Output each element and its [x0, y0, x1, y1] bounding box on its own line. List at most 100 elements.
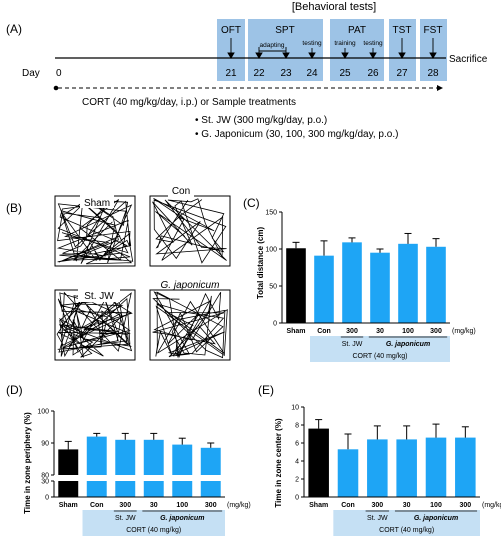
panel-c-bar	[426, 246, 446, 323]
panel-e-y-tick-label: 6	[295, 441, 299, 448]
bullet-1-text: St. JW (300 mg/kg/day, p.o.)	[201, 115, 327, 126]
test-name-spt: SPT	[275, 25, 294, 36]
panel-c-x-label: 30	[376, 328, 384, 335]
panel-e-x-label: 30	[403, 502, 411, 509]
panel-e-bar	[455, 437, 476, 497]
day-23-label: 23	[280, 68, 292, 79]
panel-c-ylabel: Total distance (cm)	[256, 227, 265, 300]
panel-e-x-label: 100	[430, 502, 442, 509]
panel-d-gjap-label: G. japonicum	[160, 515, 204, 522]
spt-adapting-label: adapting	[260, 42, 285, 49]
panel-e-y-tick-label: 8	[295, 423, 299, 430]
panel-d-bar	[58, 449, 79, 475]
panel-e-bar	[308, 428, 329, 497]
panel-c-gjap-label: G. japonicum	[386, 341, 430, 348]
track-path-gjap	[152, 291, 228, 359]
panel-c-bar	[342, 242, 362, 323]
sacrifice-label: Sacrifice	[449, 54, 488, 65]
test-box-spt	[248, 19, 323, 81]
panel-d-bar	[115, 439, 136, 475]
panel-e-x-label: 300	[459, 502, 471, 509]
panel-e-x-label: Con	[341, 502, 355, 509]
panel-d-stjw-label: St. JW	[115, 515, 136, 522]
panel-d-cort-band	[82, 510, 225, 536]
panel-c-x-label: 300	[346, 328, 358, 335]
panel-c-bar	[314, 255, 334, 323]
panel-e-x-label: 300	[371, 502, 383, 509]
panel-d-bar-lower	[172, 481, 193, 497]
panel-e-y-tick-label: 2	[295, 477, 299, 484]
panel-d-bar	[143, 439, 164, 475]
day-26-label: 26	[367, 68, 379, 79]
panel-e-y-tick-label: 10	[291, 405, 299, 412]
panel-e-bar	[367, 439, 388, 497]
track-label-stjw: St. JW	[84, 291, 114, 302]
panel-d-bar-lower	[86, 481, 107, 497]
panel-d-label: (D)	[6, 383, 23, 397]
panel-c-x-unit: (mg/kg)	[452, 328, 476, 335]
bullet-2-text: G. Japonicum (30, 100, 300 mg/kg/day, p.…	[201, 129, 398, 140]
panel-d-y-tick-label: 100	[37, 409, 49, 416]
bullet-1: • St. JW (300 mg/kg/day, p.o.)	[195, 115, 327, 126]
panel-d-y-tick-label: 90	[41, 441, 49, 448]
panel-d-bar-lower	[200, 481, 221, 497]
panel-d-bar-lower	[143, 481, 164, 497]
panel-d-ylabel: Time in zone periphery (%)	[23, 412, 32, 514]
panel-c-y-tick-label: 150	[265, 210, 277, 217]
panel-d-y-tick-label: 80	[41, 473, 49, 480]
panel-d-x-label: 100	[176, 502, 188, 509]
spt-testing-label: testing	[302, 40, 322, 47]
panel-e-ylabel: Time in zone center (%)	[274, 418, 283, 508]
panel-e-y-tick-label: 0	[295, 495, 299, 502]
track-label-con: Con	[172, 186, 190, 197]
day-27-label: 27	[396, 68, 408, 79]
panel-e-y-tick-label: 4	[295, 459, 299, 466]
panel-d-bar-lower	[115, 481, 136, 497]
panel-e-stjw-label: St. JW	[367, 515, 388, 522]
panel-c-bar	[286, 248, 306, 323]
panel-c-cort-label: CORT (40 mg/kg)	[353, 353, 408, 360]
track-paths	[56, 198, 228, 359]
panel-e-x-label: Sham	[309, 502, 328, 509]
panel-d-x-label: 30	[150, 502, 158, 509]
bullet-2: • G. Japonicum (30, 100, 300 mg/kg/day, …	[195, 129, 398, 140]
day-22-label: 22	[253, 68, 265, 79]
panel-e-cort-band	[333, 510, 480, 536]
panel-d-y-tick-label: 0	[45, 495, 49, 502]
panel-b-tracks: (B) Sham Con St. JW G. japonicum	[6, 184, 231, 361]
panel-e-label: (E)	[258, 383, 274, 397]
panel-d-bar	[172, 444, 193, 475]
test-box-tst	[389, 19, 416, 81]
panel-c-label: (C)	[243, 196, 260, 210]
panel-d-y-tick-label: 30	[41, 479, 49, 486]
panel-c-y-tick-label: 100	[265, 247, 277, 254]
track-label-bg-sham	[80, 195, 114, 208]
treatment-arrowhead	[437, 85, 443, 91]
test-name-fst: FST	[424, 25, 443, 36]
day-0-label: 0	[56, 68, 62, 79]
panel-d-bar-lower	[58, 481, 79, 497]
test-name-oft: OFT	[221, 25, 241, 36]
panel-e-gjap-label: G. japonicum	[414, 515, 458, 522]
track-path-sham	[56, 198, 134, 265]
behavioral-tests-header: [Behavioral tests]	[292, 1, 376, 13]
panel-d-cort-label: CORT (40 mg/kg)	[126, 527, 181, 534]
panel-c-bar	[370, 252, 390, 323]
panel-e-bar	[425, 437, 447, 497]
panel-e-bar	[396, 439, 417, 497]
day-24-label: 24	[306, 68, 318, 79]
panel-c-cort-band	[310, 336, 450, 362]
panel-d-x-label: 300	[205, 502, 217, 509]
test-name-tst: TST	[393, 25, 412, 36]
panel-d-x-label: Con	[90, 502, 104, 509]
test-box-fst	[420, 19, 447, 81]
track-path-con	[152, 198, 227, 264]
pat-training-label: training	[334, 40, 356, 47]
panel-c-chart: (C) Total distance (cm) 0 50 100 150 Sham Con…	[243, 196, 476, 362]
test-box-pat	[330, 19, 384, 81]
panel-d-x-unit: (mg/kg)	[227, 502, 251, 509]
panel-e-chart: (E) Time in zone center (%) 0 2 4 6 8 10 Sham C…	[258, 383, 501, 536]
panel-c-x-label: Sham	[286, 328, 305, 335]
track-box-con	[149, 195, 231, 267]
